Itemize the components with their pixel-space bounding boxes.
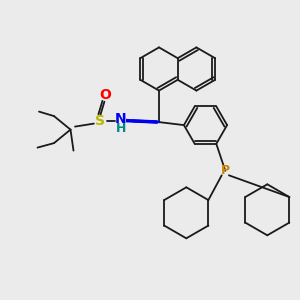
Text: S: S xyxy=(95,114,106,128)
Text: H: H xyxy=(116,122,126,136)
Text: O: O xyxy=(99,88,111,102)
Text: N: N xyxy=(115,112,126,126)
Text: P: P xyxy=(221,164,230,177)
